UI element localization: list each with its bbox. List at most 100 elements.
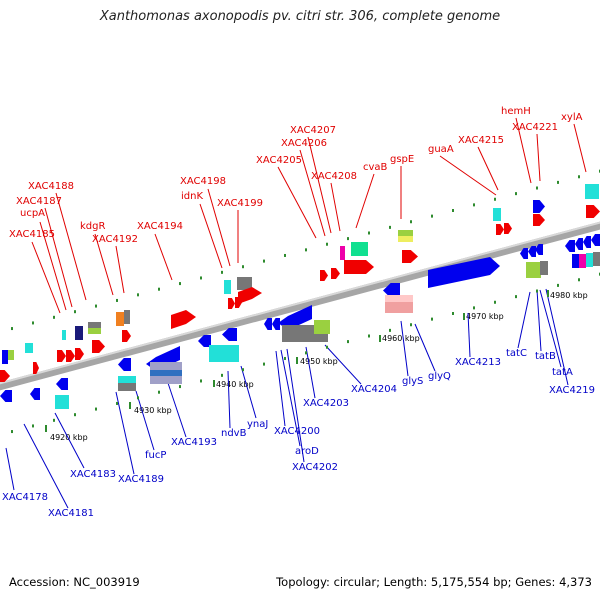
scale-label: 4940 kbp [216,380,254,389]
leader-line [330,182,341,232]
gene-arrow-forward [586,205,600,218]
gene-box [385,295,413,302]
gene-label: XAC4219 [549,385,595,396]
leader-line [31,241,61,314]
leader-line [477,146,499,191]
gene-box [209,345,239,362]
gene-arrow-reverse [0,390,12,402]
gene-label: XAC4193 [171,437,217,448]
tick-mark-lower [53,418,55,422]
tick-mark-lower [221,373,223,377]
leader-line [240,365,257,419]
tick-mark-upper [158,287,160,291]
gene-arrow-forward [228,298,235,309]
gene-arrow-forward [428,257,500,288]
gene-label: guaA [428,144,454,155]
gene-arrow-reverse [278,305,312,330]
scale-label: 4950 kbp [300,357,338,366]
gene-label: gspE [390,154,414,165]
gene-box [57,327,66,342]
leader-line [286,348,305,463]
gene-box [2,350,8,364]
gene-box [340,246,345,260]
gene-label: xylA [561,112,583,123]
tick-mark-lower [179,385,181,389]
gene-box [351,242,368,256]
leader-line [280,349,301,447]
gene-box [579,254,586,268]
tick-mark-upper [137,293,139,297]
major-tick [213,380,215,387]
tick-mark-upper [95,304,97,308]
leader-line [536,289,542,352]
gene-arrow-forward [171,310,196,329]
gene-arrow-reverse [383,283,400,298]
gene-arrow-reverse [575,238,583,250]
leader-line [94,233,114,296]
gene-arrow-reverse [56,378,68,390]
gene-box [314,320,330,334]
gene-arrow-forward [92,340,105,353]
leader-line [467,312,471,358]
gene-label: glyS [402,376,423,387]
tick-mark-upper [242,265,244,269]
gene-label: hemH [501,106,531,117]
leader-line [324,344,362,385]
tick-mark-lower [515,295,517,299]
gene-label: XAC4183 [70,469,116,480]
tick-mark-lower [116,401,118,405]
tick-mark-upper [473,203,475,207]
tick-mark-upper [305,248,307,252]
tick-mark-lower [410,323,412,327]
gene-arrow-forward [238,287,262,304]
gene-label: tatA [552,367,573,378]
tick-mark-upper [410,220,412,224]
gene-arrow-forward [402,250,418,263]
gene-arrow-forward [504,223,512,234]
leader-line [539,289,562,368]
tick-mark-upper [179,282,181,286]
leader-line [277,166,317,239]
leader-line [5,447,15,491]
gene-label: XAC4189 [118,474,164,485]
gene-label: glyQ [428,371,451,382]
tick-mark-lower [557,283,559,287]
gene-box [224,280,231,294]
scale-label: 4920 kbp [50,433,88,442]
scale-label: 4970 kbp [466,312,504,321]
major-tick [296,357,298,364]
tick-mark-lower [137,396,139,400]
tick-mark-upper [263,259,265,263]
leader-line [115,245,125,294]
tick-mark-lower [74,413,76,417]
gene-label: XAC4202 [292,462,338,473]
gene-label: XAC4188 [28,181,74,192]
gene-label: idnK [181,191,203,202]
gene-box [55,395,69,409]
gene-arrow-reverse [118,358,131,371]
leader-line [207,188,231,267]
gene-arrow-forward [344,260,374,274]
tick-mark-lower [305,351,307,355]
gene-label: ynaJ [247,419,268,430]
leader-line [199,203,223,269]
gene-box [585,184,599,199]
gene-box [8,350,14,360]
gene-label: XAC4198 [180,176,226,187]
leader-line [400,320,409,377]
gene-arrow-forward [0,370,10,382]
gene-label: XAC4203 [303,398,349,409]
gene-box [124,310,130,324]
gene-box [25,343,33,353]
gene-arrow-reverse [535,244,543,255]
tick-mark-lower [158,390,160,394]
gene-arrow-reverse [198,335,211,347]
tick-mark-upper [578,175,580,179]
tick-mark-upper [431,214,433,218]
genome-backbone-highlight [0,221,600,385]
tick-mark-upper [11,327,13,331]
scale-label: 4960 kbp [382,334,420,343]
tick-mark-upper [284,253,286,257]
tick-mark-upper [536,186,538,190]
